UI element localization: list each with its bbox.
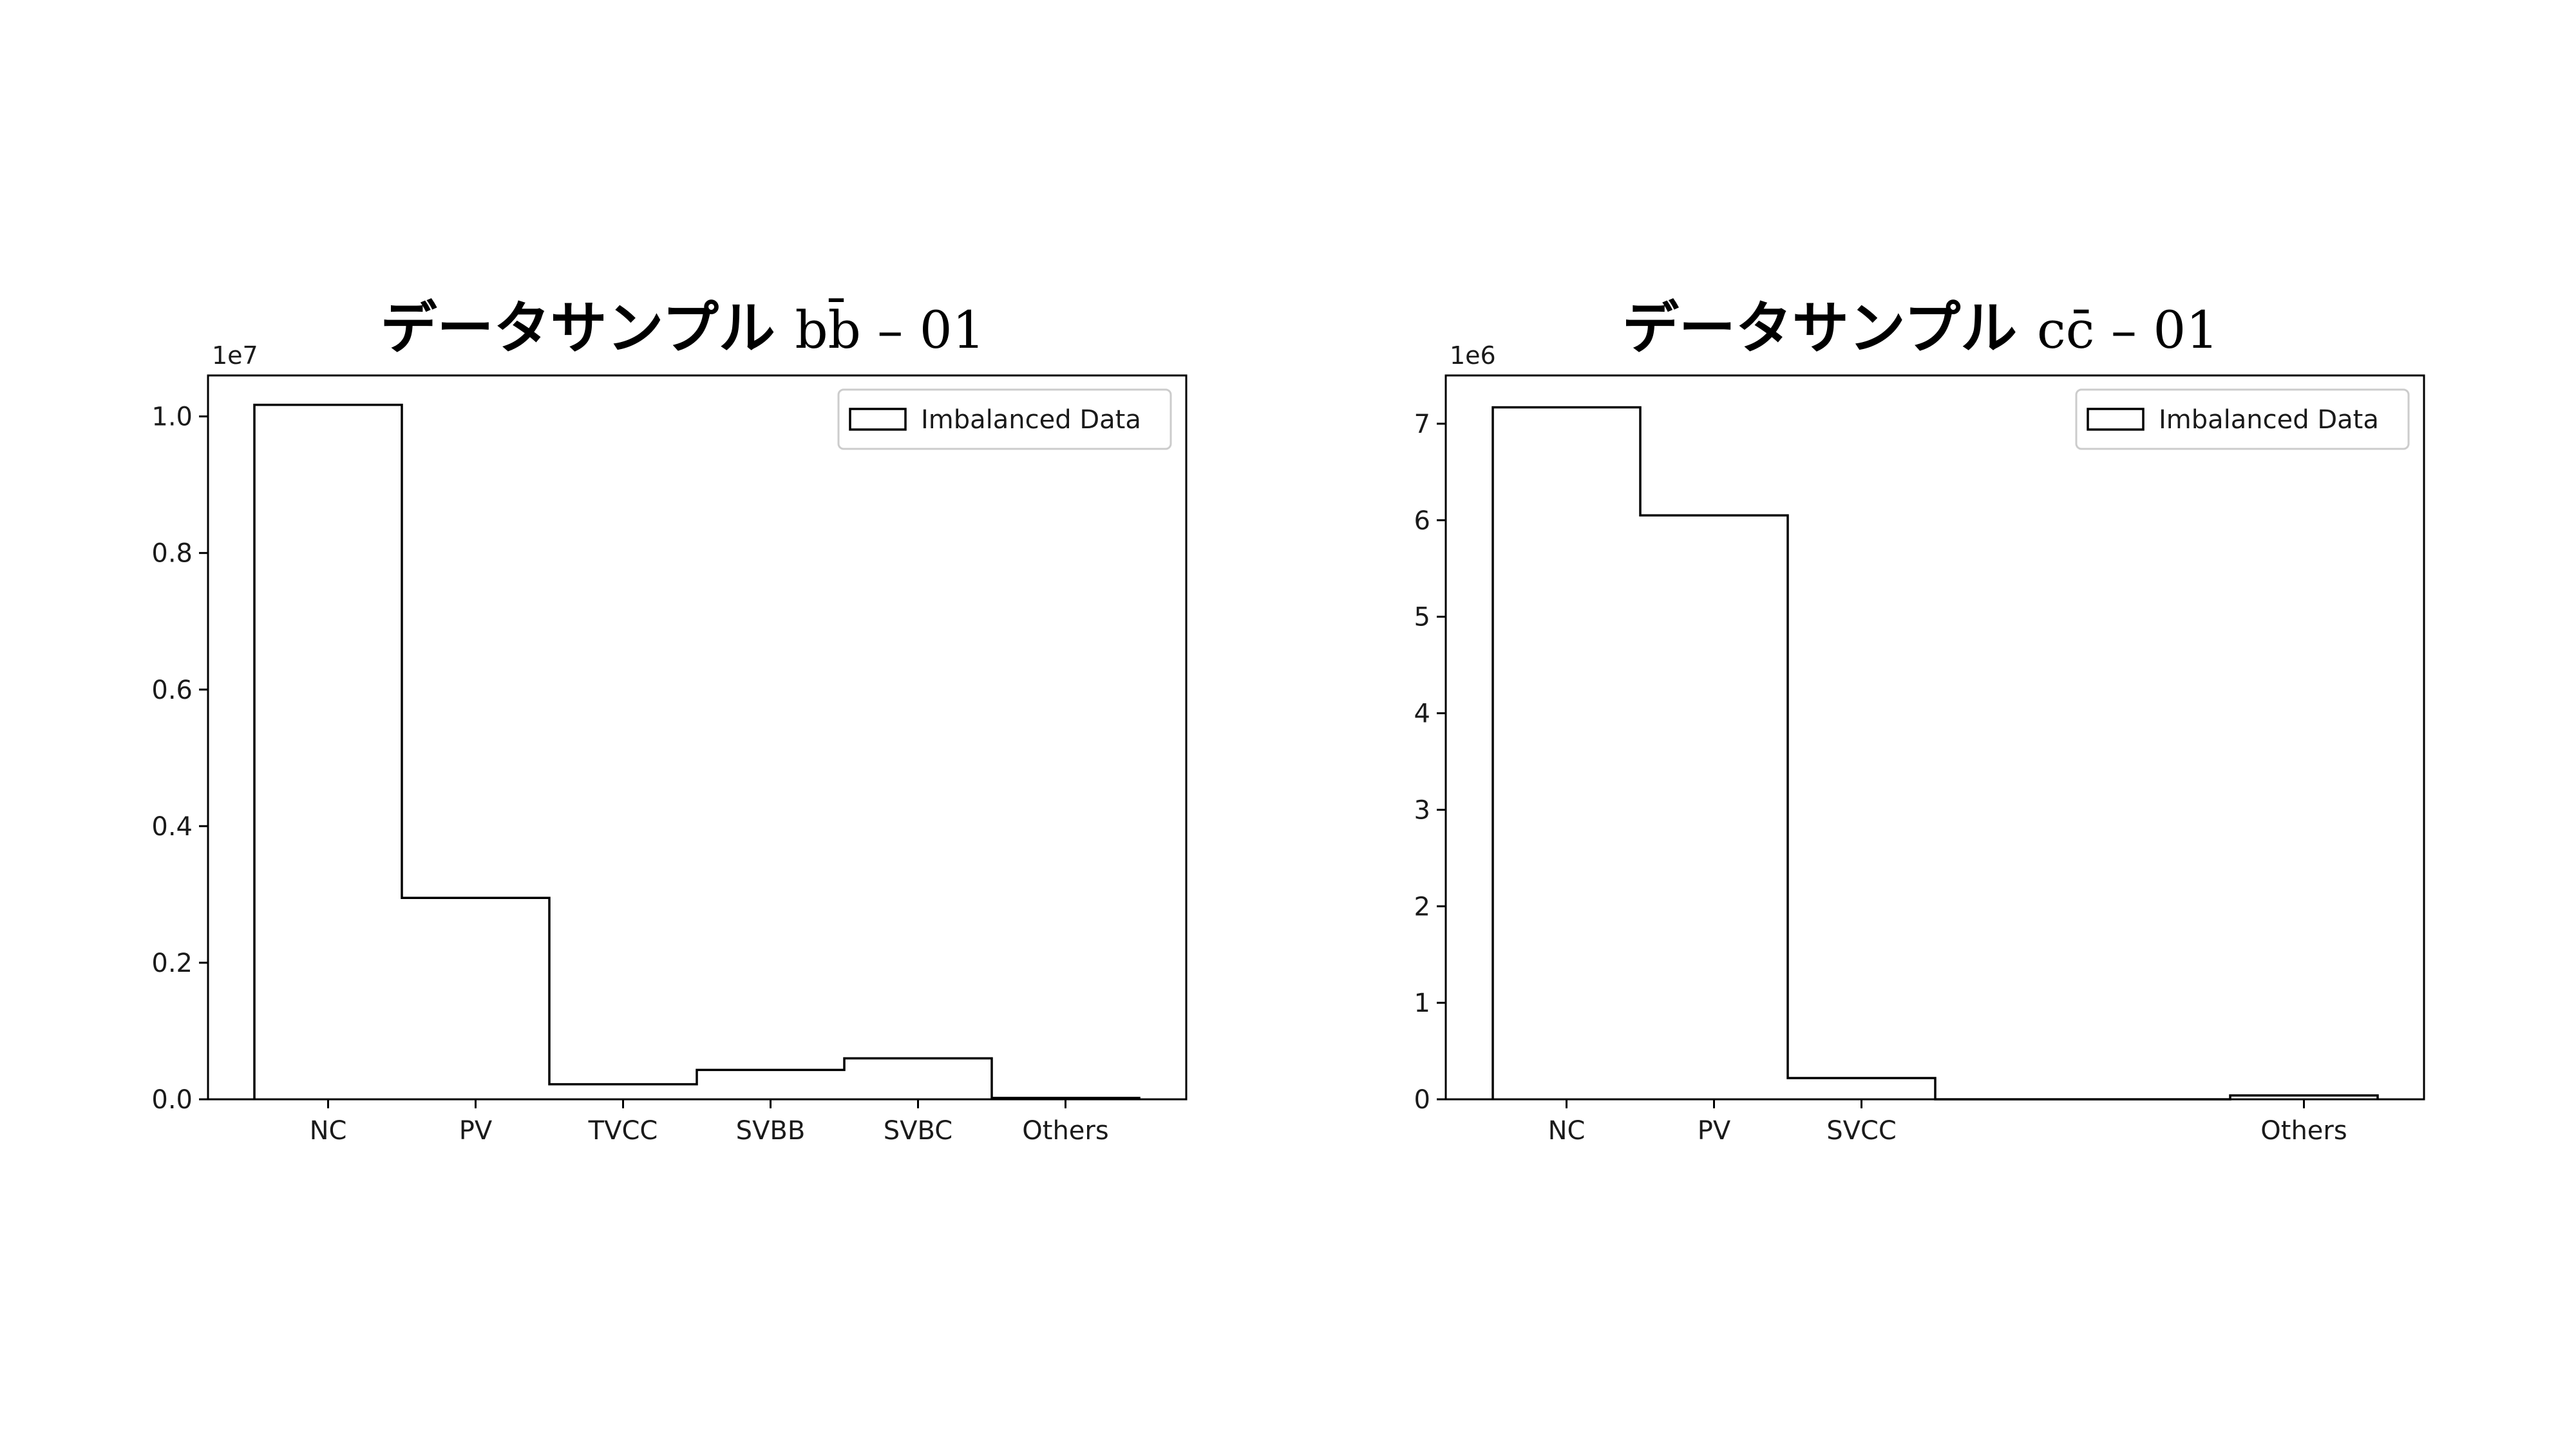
cc-ytick-label: 3 bbox=[1414, 795, 1430, 825]
cc-bar-nc bbox=[1493, 407, 1640, 1099]
cc-bar-svcc bbox=[1788, 1078, 1935, 1099]
cc-legend-label: Imbalanced Data bbox=[2159, 405, 2379, 435]
cc-xtick-label: NC bbox=[1548, 1116, 1586, 1146]
bb-chart-title: データサンプル bb̄ – 01 bbox=[380, 295, 985, 361]
bb-xtick-label: Others bbox=[1022, 1116, 1108, 1146]
cc-ytick-label: 2 bbox=[1414, 892, 1430, 922]
bb-legend: Imbalanced Data bbox=[837, 388, 1172, 450]
bb-bar-svbc bbox=[844, 1058, 992, 1099]
bb-histogram-outline bbox=[253, 403, 1141, 1099]
bb-ytick-label: 0.6 bbox=[151, 676, 193, 705]
cc-offset-label: 1e6 bbox=[1450, 341, 1496, 370]
bb-title-jp: データサンプル bbox=[380, 295, 795, 361]
bb-ytick-label: 0.2 bbox=[151, 949, 193, 978]
cc-legend: Imbalanced Data bbox=[2075, 388, 2410, 450]
bb-legend-swatch bbox=[849, 408, 907, 431]
bb-plot-frame bbox=[207, 374, 1188, 1101]
bb-legend-label: Imbalanced Data bbox=[921, 405, 1141, 435]
cc-ytick-label: 0 bbox=[1414, 1085, 1430, 1115]
bb-legend-box bbox=[837, 388, 1172, 450]
cc-xtick-label: PV bbox=[1698, 1116, 1731, 1146]
bb-ytick-label: 0.8 bbox=[151, 539, 193, 569]
bb-bar-svbb bbox=[697, 1070, 844, 1099]
bb-offset-label: 1e7 bbox=[212, 341, 258, 370]
cc-bar-pv bbox=[1640, 515, 1788, 1099]
cc-legend-swatch bbox=[2087, 408, 2145, 431]
bb-ytick-label: 0.0 bbox=[151, 1085, 193, 1115]
bb-bar-tvcc bbox=[549, 1084, 697, 1099]
bb-xtick-label: SVBB bbox=[736, 1116, 806, 1146]
bb-bar-pv bbox=[402, 898, 549, 1099]
bb-xtick-label: SVBC bbox=[884, 1116, 952, 1146]
cc-histogram-outline bbox=[1492, 406, 2379, 1101]
cc-ytick-label: 6 bbox=[1414, 506, 1430, 536]
cc-ytick-label: 7 bbox=[1414, 410, 1430, 439]
cc-ytick-label: 4 bbox=[1414, 699, 1430, 729]
cc-ytick-label: 1 bbox=[1414, 989, 1430, 1018]
bb-xtick-label: PV bbox=[459, 1116, 493, 1146]
chart-bb-group: データサンプル bb̄ – 01 1e7 0.0 0.2 0.4 0.6 0.8 1.0 NC P… bbox=[151, 295, 1188, 1146]
bb-title-math: bb̄ – 01 bbox=[795, 298, 985, 360]
bb-ytick-label: 0.4 bbox=[151, 812, 193, 842]
cc-title-jp: データサンプル bbox=[1622, 295, 2037, 361]
cc-chart-title: データサンプル cc̄ – 01 bbox=[1622, 295, 2219, 361]
cc-xtick-label: Others bbox=[2260, 1116, 2347, 1146]
bb-xtick-label: TVCC bbox=[588, 1116, 658, 1146]
cc-title-math: cc̄ – 01 bbox=[2037, 300, 2219, 360]
bb-xtick-label: NC bbox=[310, 1116, 347, 1146]
cc-ytick-label: 5 bbox=[1414, 603, 1430, 632]
bb-ytick-label: 1.0 bbox=[151, 402, 193, 432]
cc-xtick-label: SVCC bbox=[1826, 1116, 1897, 1146]
chart-cc-group: データサンプル cc̄ – 01 1e6 0 1 2 3 4 5 6 7 NC PV SVCC Other… bbox=[1414, 295, 2425, 1146]
cc-plot-frame bbox=[1444, 374, 2425, 1101]
cc-legend-box bbox=[2075, 388, 2410, 450]
bb-bar-nc bbox=[254, 405, 402, 1099]
